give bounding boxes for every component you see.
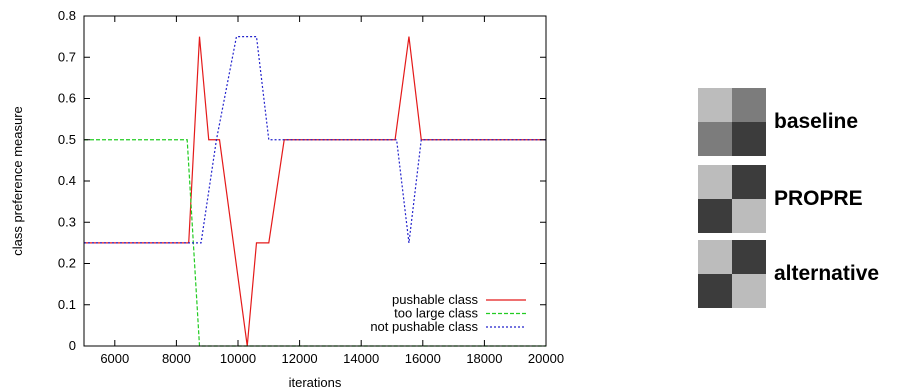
side-legend-label: PROPRE — [774, 187, 863, 210]
x-tick-label: 18000 — [466, 351, 502, 366]
swatch-cell — [732, 240, 766, 274]
baseline-swatch-icon — [698, 88, 766, 156]
legend-label: too large class — [394, 306, 478, 321]
x-tick-label: 8000 — [162, 351, 191, 366]
swatch-cell — [732, 274, 766, 308]
x-tick-label: 6000 — [100, 351, 129, 366]
swatch-cell — [732, 199, 766, 233]
x-tick-label: 20000 — [528, 351, 564, 366]
y-tick-label: 0.2 — [58, 256, 76, 271]
legend-label: not pushable class — [370, 319, 478, 334]
x-tick-label: 16000 — [405, 351, 441, 366]
y-axis: 0 0.1 0.2 0.3 0.4 0.5 0.6 0.7 0.8 — [58, 8, 546, 353]
swatch-cell — [698, 122, 732, 156]
y-tick-label: 0.1 — [58, 297, 76, 312]
y-tick-label: 0 — [69, 338, 76, 353]
x-axis-label: iterations — [289, 375, 342, 390]
swatch-cell — [698, 274, 732, 308]
side-legend-item-propre: PROPRE — [698, 165, 863, 233]
y-tick-label: 0.6 — [58, 91, 76, 106]
swatch-cell — [732, 122, 766, 156]
series-line-3 — [84, 36, 546, 244]
y-tick-label: 0.7 — [58, 49, 76, 64]
side-legend-item-baseline: baseline — [698, 88, 858, 156]
swatch-cell — [732, 88, 766, 122]
swatch-cell — [698, 165, 732, 199]
y-tick-label: 0.8 — [58, 8, 76, 23]
x-tick-label: 10000 — [220, 351, 256, 366]
swatch-cell — [698, 88, 732, 122]
swatch-cell — [698, 199, 732, 233]
side-legend-item-alternative: alternative — [698, 240, 879, 308]
x-tick-label: 14000 — [343, 351, 379, 366]
side-legend-label: baseline — [774, 110, 859, 133]
propre-swatch-icon — [698, 165, 766, 233]
alternative-swatch-icon — [698, 240, 766, 308]
y-tick-label: 0.3 — [58, 214, 76, 229]
legend-label: pushable class — [392, 292, 478, 307]
y-tick-label: 0.5 — [58, 132, 76, 147]
swatch-cell — [732, 165, 766, 199]
series-line-1 — [84, 36, 546, 347]
line-chart: 6000 8000 10000 12000 14000 16000 18000 20000 0… — [10, 8, 564, 390]
side-legend-label: alternative — [774, 262, 880, 285]
y-tick-label: 0.4 — [58, 173, 76, 188]
x-tick-label: 12000 — [282, 351, 318, 366]
y-axis-label: class preference measure — [10, 106, 25, 256]
x-axis: 6000 8000 10000 12000 14000 16000 18000 20000 — [100, 16, 564, 366]
swatch-cell — [698, 240, 732, 274]
